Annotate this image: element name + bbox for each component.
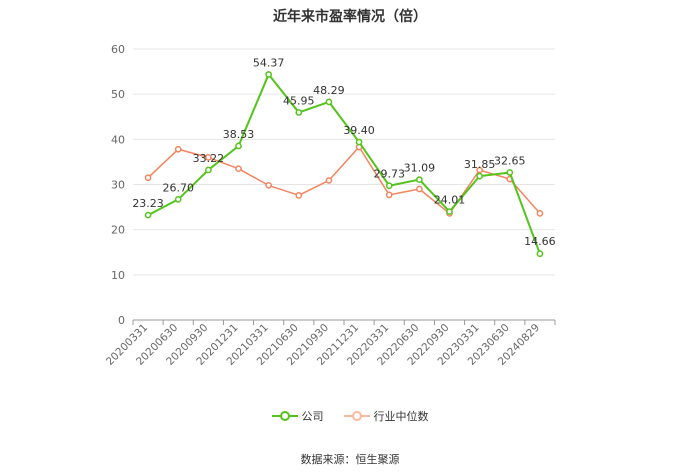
data-point-industry-median — [265, 182, 272, 189]
y-tick-label: 60 — [111, 43, 125, 56]
data-label-company: 26.70 — [162, 181, 194, 194]
legend-company-label: 公司 — [301, 410, 324, 423]
data-label-company: 54.37 — [253, 56, 285, 69]
data-point-industry-median — [144, 174, 152, 182]
legend-industry-label: 行业中位数 — [373, 410, 429, 423]
source-note: 数据来源：恒生聚源 — [300, 453, 400, 466]
data-point-industry-median — [416, 185, 423, 193]
data-point-industry-median — [325, 177, 333, 184]
data-point-company — [265, 71, 272, 78]
data-point-industry-median — [205, 154, 212, 161]
data-label-company: 31.09 — [404, 162, 436, 175]
y-tick-label: 40 — [111, 133, 125, 146]
series-line-company — [147, 73, 541, 255]
series-lines — [144, 71, 544, 258]
data-point-company — [416, 176, 423, 183]
legend-item-company[interactable]: 公司 — [271, 408, 324, 424]
y-tick-label: 10 — [111, 269, 125, 282]
data-label-company: 45.95 — [283, 94, 315, 107]
y-tick-label: 20 — [111, 224, 125, 237]
data-point-company — [446, 208, 453, 215]
data-point-company — [205, 166, 212, 174]
data-label-company: 31.85 — [464, 158, 496, 171]
data-point-company — [536, 250, 544, 258]
data-label-company: 24.01 — [434, 194, 466, 207]
chart-title: 近年来市盈率情况（倍） — [273, 9, 427, 25]
y-tick-label: 0 — [118, 314, 125, 327]
data-point-industry-median — [235, 165, 242, 173]
data-point-industry-median — [536, 210, 544, 217]
data-label-company: 38.53 — [223, 128, 255, 141]
legend-industry-marker-icon — [343, 411, 370, 421]
y-tick-label: 50 — [111, 88, 125, 101]
data-label-company: 23.23 — [132, 197, 164, 210]
data-point-industry-median — [295, 191, 303, 199]
legend-item-industry-median[interactable]: 行业中位数 — [343, 408, 429, 424]
data-point-company — [476, 172, 483, 180]
y-tick-label: 30 — [111, 179, 125, 192]
data-label-company: 32.65 — [494, 155, 526, 168]
data-label-company: 33.22 — [193, 152, 225, 165]
series-line-industry-median — [147, 146, 541, 215]
data-label-company: 39.40 — [343, 124, 375, 137]
data-point-company — [325, 98, 333, 106]
data-point-company — [506, 169, 514, 176]
legend-company-marker-icon — [271, 411, 298, 421]
data-point-industry-median — [476, 166, 483, 174]
data-label-company: 48.29 — [313, 84, 345, 97]
data-point-company — [174, 196, 182, 203]
data-label-company: 14.66 — [524, 235, 556, 248]
data-point-industry-median — [385, 191, 393, 199]
data-point-company — [355, 138, 363, 146]
data-point-company — [385, 182, 393, 190]
legend: 公司 行业中位数 — [0, 408, 700, 424]
data-point-company — [235, 142, 242, 150]
data-label-company: 29.73 — [373, 168, 405, 181]
data-point-company — [144, 211, 152, 219]
grid-lines — [133, 48, 555, 276]
data-point-industry-median — [174, 145, 182, 153]
data-point-company — [295, 109, 303, 116]
